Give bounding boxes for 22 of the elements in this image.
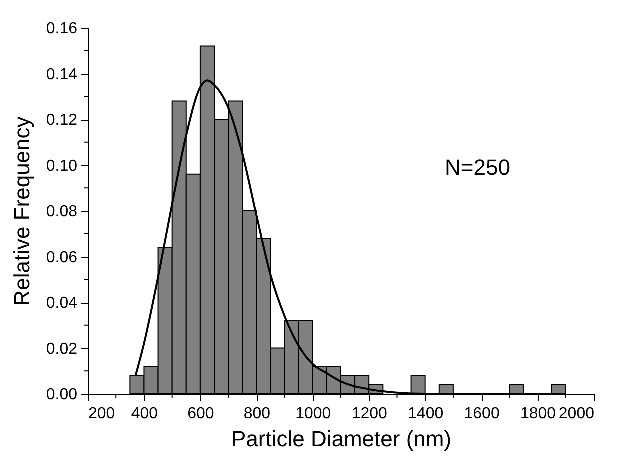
x-tick-label: 200 [88,406,116,422]
x-tick-label: 1800 [520,406,556,422]
x-tick-label: 2000 [558,406,595,422]
y-axis-title: Relative Frequency [9,116,34,306]
x-tick-label: 1600 [464,406,500,422]
annotation: N=250 [445,155,510,180]
x-tick-label: 1000 [296,406,332,422]
x-tick-label: 800 [244,406,271,422]
x-tick-label: 1200 [352,406,388,422]
y-tick-label: 0.16 [46,20,78,38]
x-tick-label: 600 [188,406,214,422]
y-tick-label: 0.14 [46,66,78,84]
x-tick-label: 1400 [408,406,444,422]
x-axis-title: Particle Diameter (nm) [231,426,452,452]
y-tick-label: 0.08 [46,204,78,220]
y-tick-label: 0.02 [46,340,78,358]
y-tick-label: 0.00 [46,386,78,404]
x-tick-label: 400 [131,406,158,422]
y-tick-label: 0.06 [46,249,78,266]
y-tick-label: 0.12 [46,112,78,129]
y-tick-label: 0.04 [46,295,78,312]
y-tick-label: 0.10 [46,158,78,175]
